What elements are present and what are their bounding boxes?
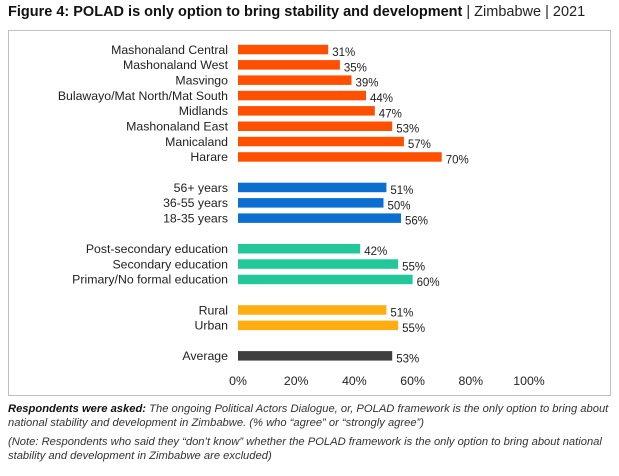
value-label: 31% bbox=[332, 47, 355, 59]
category-label: Bulawayo/Mat North/Mat South bbox=[58, 89, 228, 103]
bar bbox=[238, 60, 340, 70]
value-label: 50% bbox=[388, 200, 411, 212]
x-tick-label: 80% bbox=[458, 374, 483, 388]
chart-frame bbox=[8, 30, 611, 396]
bar bbox=[238, 90, 366, 101]
chart-title: Figure 4: POLAD is only option to bring … bbox=[8, 4, 613, 20]
question-text: The ongoing Political Actors Dialogue, o… bbox=[8, 403, 609, 429]
x-tick-label: 60% bbox=[400, 374, 425, 388]
bar bbox=[238, 305, 387, 315]
x-tick-label: 0% bbox=[229, 374, 247, 388]
value-label: 51% bbox=[390, 185, 413, 197]
value-label: 35% bbox=[344, 62, 367, 74]
category-label: Post-secondary education bbox=[86, 242, 228, 256]
value-label: 53% bbox=[396, 124, 419, 136]
value-label: 39% bbox=[356, 78, 379, 90]
x-tick-label: 40% bbox=[342, 374, 367, 388]
category-label: Primary/No formal education bbox=[72, 273, 228, 287]
category-label: Mashonaland Central bbox=[111, 43, 228, 57]
title-main: Figure 4: POLAD is only option to bring … bbox=[8, 4, 463, 20]
bar-chart: Mashonaland Central 31% Mashonaland West 35… bbox=[58, 43, 545, 388]
value-label: 44% bbox=[370, 93, 393, 105]
value-label: 70% bbox=[446, 154, 469, 166]
x-tick-label: 20% bbox=[284, 374, 309, 388]
category-label: Mashonaland East bbox=[126, 120, 228, 134]
bar bbox=[238, 152, 442, 162]
category-label: Secondary education bbox=[112, 257, 228, 271]
bar bbox=[238, 244, 361, 254]
category-label: 18-35 years bbox=[163, 212, 228, 226]
question-footnote: Respondents were asked: The ongoing Poli… bbox=[8, 402, 614, 430]
bar bbox=[238, 213, 401, 223]
category-label: Mashonaland West bbox=[123, 58, 229, 72]
bar bbox=[238, 198, 384, 208]
title-context: | Zimbabwe | 2021 bbox=[462, 4, 586, 20]
bar bbox=[238, 106, 375, 116]
value-label: 51% bbox=[390, 308, 413, 320]
category-label: Average bbox=[182, 349, 228, 363]
value-label: 55% bbox=[402, 323, 425, 335]
value-label: 47% bbox=[379, 108, 402, 120]
value-label: 56% bbox=[405, 216, 428, 228]
bar bbox=[238, 351, 393, 361]
question-label: Respondents were asked: bbox=[8, 403, 147, 415]
value-label: 53% bbox=[396, 353, 419, 365]
bar bbox=[238, 182, 387, 193]
category-label: Masvingo bbox=[175, 74, 228, 88]
bar bbox=[238, 75, 352, 85]
bar bbox=[238, 259, 399, 269]
value-label: 42% bbox=[364, 246, 387, 258]
bar bbox=[238, 274, 413, 285]
category-label: Midlands bbox=[179, 104, 228, 118]
category-label: Urban bbox=[195, 319, 229, 333]
bar bbox=[238, 121, 393, 131]
x-tick-label: 100% bbox=[513, 374, 545, 388]
value-label: 60% bbox=[417, 277, 440, 289]
category-label: Harare bbox=[190, 150, 228, 164]
value-label: 55% bbox=[402, 262, 425, 274]
bar bbox=[238, 136, 404, 147]
bar bbox=[238, 44, 329, 55]
category-label: Manicaland bbox=[165, 135, 228, 149]
bar bbox=[238, 320, 399, 331]
category-label: 56+ years bbox=[174, 181, 228, 195]
category-label: 36-55 years bbox=[163, 196, 228, 210]
category-label: Rural bbox=[199, 303, 228, 317]
value-label: 57% bbox=[408, 139, 431, 151]
exclusion-note: (Note: Respondents who said they “don’t … bbox=[8, 436, 602, 462]
